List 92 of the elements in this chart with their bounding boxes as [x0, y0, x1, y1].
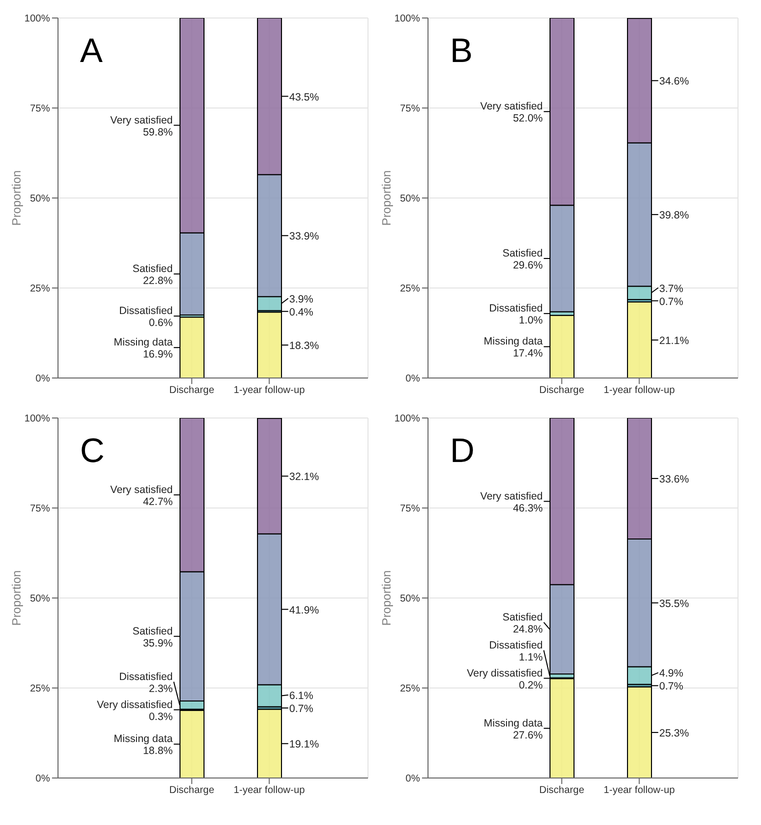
data-label: 32.1% [289, 471, 320, 484]
x-tick-label: 1-year follow-up [604, 385, 676, 396]
y-tick-label: 50% [30, 194, 50, 205]
data-label: 3.9% [289, 293, 314, 306]
data-label: 6.1% [289, 690, 314, 702]
data-label: 33.9% [289, 230, 320, 243]
data-label: 52.0% [512, 112, 543, 125]
data-label: 1.0% [518, 314, 543, 327]
series-label: Satisfied [502, 247, 543, 260]
y-tick-label: 50% [400, 194, 420, 205]
data-label: 35.9% [142, 637, 173, 650]
x-tick-label: Discharge [539, 385, 585, 396]
y-tick-label: 75% [30, 504, 50, 515]
data-label: 22.8% [142, 274, 173, 287]
data-label: 46.3% [512, 502, 543, 514]
data-label: 35.5% [659, 598, 690, 610]
data-label: 42.7% [142, 496, 173, 508]
y-tick-label: 25% [30, 684, 50, 695]
y-tick-label: 75% [30, 104, 50, 115]
data-label: 43.5% [289, 91, 320, 104]
data-label: 27.6% [512, 729, 543, 742]
chart-title: D [450, 432, 475, 470]
series-label: Very satisfied [110, 114, 173, 126]
data-label: 4.9% [659, 668, 684, 680]
chart-title: B [450, 32, 473, 70]
y-tick-label: 75% [400, 504, 420, 515]
data-label: 34.6% [659, 76, 690, 88]
y-axis-title: Proportion [379, 570, 394, 626]
series-label: Missing data [114, 733, 173, 746]
data-label: 1.1% [518, 651, 543, 664]
y-axis-title: Proportion [9, 170, 24, 226]
series-label: Satisfied [502, 611, 543, 624]
series-label: Very satisfied [480, 490, 543, 502]
data-label: 19.1% [289, 738, 320, 751]
y-tick-label: 50% [30, 594, 50, 605]
data-label: 0.2% [518, 679, 543, 692]
series-label: Dissatisfied [119, 305, 173, 318]
data-label: 25.3% [659, 727, 690, 740]
series-label: Very satisfied [480, 100, 543, 113]
y-tick-label: 100% [24, 14, 50, 25]
data-label: 29.6% [512, 259, 543, 272]
text: Dissatisfied [489, 639, 543, 652]
series-label: Very satisfied [110, 484, 173, 496]
series-label: Very dissatisfied [96, 698, 173, 711]
data-label: 18.8% [142, 745, 173, 758]
x-tick-label: Discharge [169, 785, 215, 796]
data-label: 3.7% [659, 282, 684, 295]
data-label: 0.7% [289, 702, 314, 715]
data-label: 16.9% [142, 348, 173, 361]
series-label: Missing data [484, 336, 543, 348]
x-tick-label: Discharge [539, 785, 585, 796]
y-tick-label: 0% [36, 774, 50, 785]
data-label: 0.7% [659, 296, 684, 308]
chart-title: A [80, 32, 103, 70]
y-tick-label: 0% [406, 774, 420, 785]
series-label: Very dissatisfied [466, 667, 543, 680]
data-label: 2.3% [148, 682, 173, 695]
series-label: Missing data [484, 717, 543, 730]
data-label: 0.7% [659, 680, 684, 693]
data-label: 17.4% [512, 348, 543, 360]
data-label: 0.3% [148, 710, 173, 723]
series-label: Missing data [114, 336, 173, 349]
data-label: 18.3% [289, 340, 320, 352]
data-label: 0.6% [148, 317, 173, 330]
series-label: Satisfied [132, 625, 173, 638]
y-tick-label: 0% [406, 374, 420, 385]
data-label: 41.9% [289, 604, 320, 616]
y-tick-label: 100% [394, 14, 420, 25]
x-tick-label: 1-year follow-up [234, 385, 306, 396]
data-label: 24.8% [512, 623, 543, 636]
x-tick-label: Discharge [169, 385, 215, 396]
y-tick-label: 25% [400, 284, 420, 295]
y-tick-label: 50% [400, 594, 420, 605]
series-label: Satisfied [132, 262, 173, 275]
y-axis-title: Proportion [379, 170, 394, 226]
chart-title: C [80, 432, 105, 470]
y-tick-label: 0% [36, 374, 50, 385]
series-label: Dissatisfied [489, 302, 543, 315]
y-tick-label: 25% [400, 684, 420, 695]
data-label: 33.6% [659, 473, 690, 486]
data-label: 0.4% [289, 306, 314, 318]
x-tick-label: 1-year follow-up [234, 785, 306, 796]
y-tick-label: 75% [400, 104, 420, 115]
series-label: Dissatisfied [119, 670, 173, 683]
y-axis-title: Proportion [9, 570, 24, 626]
y-tick-label: 100% [24, 414, 50, 425]
data-label: 21.1% [659, 335, 690, 348]
y-tick-label: 100% [394, 414, 420, 425]
x-tick-label: 1-year follow-up [604, 785, 676, 796]
data-label: 59.8% [142, 126, 173, 138]
y-tick-label: 25% [30, 284, 50, 295]
data-label: 39.8% [659, 210, 690, 222]
